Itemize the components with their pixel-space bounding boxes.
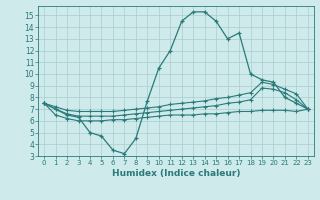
X-axis label: Humidex (Indice chaleur): Humidex (Indice chaleur): [112, 169, 240, 178]
